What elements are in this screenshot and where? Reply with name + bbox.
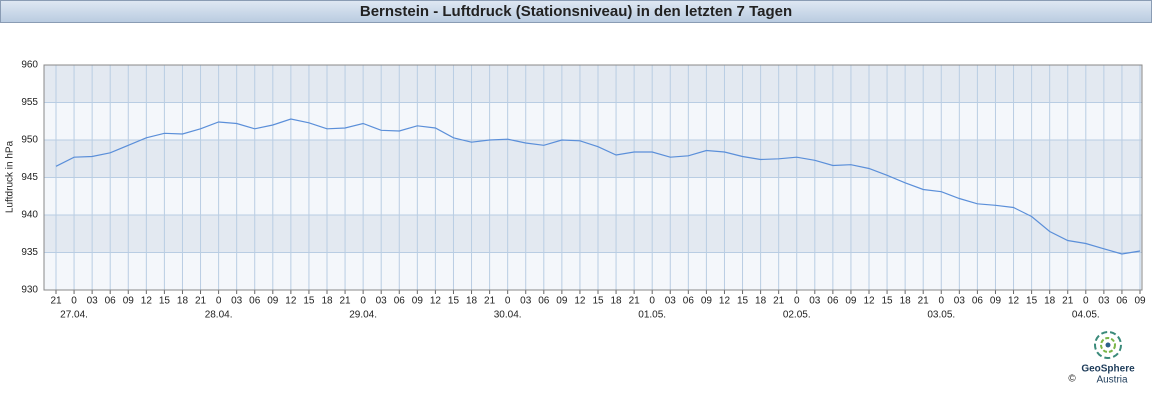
x-tick-label: 09 [556, 296, 568, 307]
x-tick-label: 12 [574, 296, 586, 307]
x-tick-label: 06 [394, 296, 406, 307]
y-tick-label: 935 [21, 247, 38, 258]
x-tick-label: 0 [71, 296, 77, 307]
chart-title: Bernstein - Luftdruck (Stationsniveau) i… [360, 3, 792, 20]
x-tick-label: 09 [845, 296, 857, 307]
x-tick-label: 03 [87, 296, 99, 307]
y-axis-label: Luftdruck in hPa [5, 140, 16, 213]
x-tick-label: 18 [466, 296, 478, 307]
y-tick-label: 960 [21, 60, 38, 71]
x-tick-label: 03 [954, 296, 966, 307]
x-tick-label: 03 [231, 296, 243, 307]
x-tick-label: 21 [1062, 296, 1074, 307]
x-tick-label: 12 [719, 296, 731, 307]
x-tick-label: 18 [755, 296, 767, 307]
logo-sub: Austria [1096, 375, 1128, 386]
x-tick-label: 12 [141, 296, 153, 307]
plot-border [43, 64, 1143, 291]
date-label: 29.04. [349, 310, 377, 321]
x-tick-label: 06 [249, 296, 261, 307]
x-tick-label: 21 [918, 296, 930, 307]
x-tick-label: 12 [430, 296, 442, 307]
x-tick-label: 0 [938, 296, 944, 307]
x-tick-label: 15 [882, 296, 894, 307]
plot-area [44, 64, 1142, 291]
copyright: © [1068, 374, 1076, 385]
x-tick-label: 09 [1134, 296, 1146, 307]
date-label: 28.04. [205, 310, 233, 321]
y-tick-label: 950 [21, 135, 38, 146]
date-label: 02.05. [783, 310, 811, 321]
y-tick-label: 940 [21, 210, 38, 221]
x-tick-label: 15 [592, 296, 604, 307]
x-tick-label: 03 [376, 296, 388, 307]
x-tick-label: 06 [105, 296, 117, 307]
x-tick-label: 12 [285, 296, 297, 307]
x-tick-label: 03 [1098, 296, 1110, 307]
x-tick-label: 21 [340, 296, 352, 307]
x-tick-label: 03 [665, 296, 677, 307]
x-tick-label: 18 [177, 296, 189, 307]
x-tick-label: 09 [267, 296, 279, 307]
x-tick-label: 18 [611, 296, 623, 307]
x-tick-label: 0 [360, 296, 366, 307]
x-tick-label: 21 [773, 296, 785, 307]
x-tick-label: 12 [863, 296, 875, 307]
x-tick-label: 15 [448, 296, 460, 307]
y-tick-label: 955 [21, 97, 38, 108]
x-tick-label: 09 [990, 296, 1002, 307]
logo-name: GeoSphere [1081, 364, 1135, 375]
x-tick-label: 21 [629, 296, 641, 307]
x-tick-label: 15 [1026, 296, 1038, 307]
x-tick-label: 09 [701, 296, 713, 307]
date-label: 03.05. [927, 310, 955, 321]
x-tick-label: 18 [900, 296, 912, 307]
date-label: 27.04. [60, 310, 88, 321]
x-tick-label: 09 [123, 296, 135, 307]
x-tick-label: 06 [1116, 296, 1128, 307]
date-label: 04.05. [1072, 310, 1100, 321]
data-line [55, 118, 1141, 255]
date-label: 30.04. [494, 310, 522, 321]
x-tick-label: 0 [649, 296, 655, 307]
x-tick-label: 0 [505, 296, 511, 307]
x-tick-label: 09 [412, 296, 424, 307]
logo: GeoSphere Austria © [1068, 331, 1135, 386]
x-tick-label: 21 [50, 296, 62, 307]
y-tick-label: 930 [21, 285, 38, 296]
x-tick-label: 0 [216, 296, 222, 307]
x-tick-label: 06 [538, 296, 550, 307]
x-tick-label: 0 [1083, 296, 1089, 307]
x-tick-label: 12 [1008, 296, 1020, 307]
x-tick-label: 03 [809, 296, 821, 307]
x-tick-label: 06 [972, 296, 984, 307]
x-tick-label: 15 [159, 296, 171, 307]
x-tick-label: 0 [794, 296, 800, 307]
x-tick-label: 21 [195, 296, 207, 307]
x-tick-label: 06 [683, 296, 695, 307]
x-tick-label: 15 [303, 296, 315, 307]
x-tick-label: 15 [737, 296, 749, 307]
x-tick-label: 21 [484, 296, 496, 307]
x-tick-label: 03 [520, 296, 532, 307]
x-tick-label: 18 [1044, 296, 1056, 307]
x-tick-label: 18 [321, 296, 333, 307]
y-tick-label: 945 [21, 172, 38, 183]
x-tick-label: 06 [827, 296, 839, 307]
date-label: 01.05. [638, 310, 666, 321]
